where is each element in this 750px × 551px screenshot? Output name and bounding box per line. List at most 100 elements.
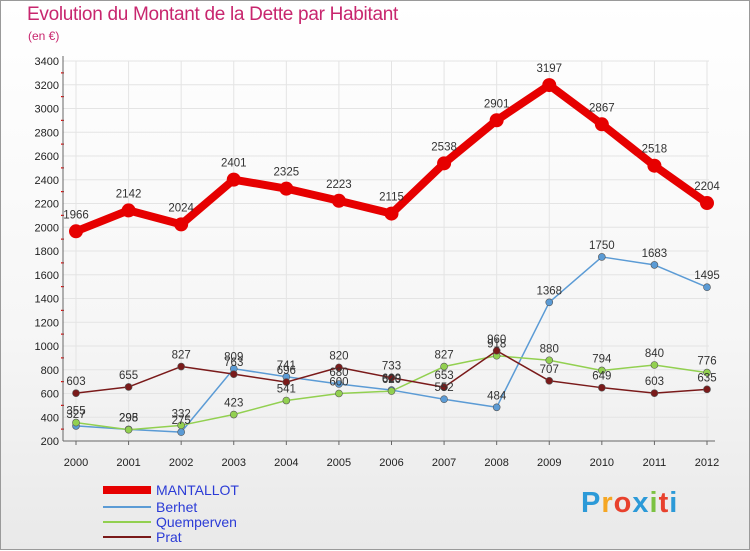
y-tick-label: 3000 xyxy=(35,104,59,116)
data-point xyxy=(647,158,662,173)
data-point xyxy=(384,206,399,221)
y-tick-label: 3200 xyxy=(35,80,59,92)
x-tick-label: 2005 xyxy=(327,457,351,469)
y-tick-label: 2800 xyxy=(35,127,59,139)
data-label: 2538 xyxy=(431,141,457,153)
y-tick-label: 2000 xyxy=(35,222,59,234)
data-label: 1750 xyxy=(589,240,615,252)
logo-letter: o xyxy=(613,487,633,519)
data-point xyxy=(440,383,448,392)
data-label: 880 xyxy=(540,343,559,355)
logo-letter: i xyxy=(669,487,679,519)
data-label: 2223 xyxy=(326,179,352,191)
data-point xyxy=(545,356,554,365)
data-point xyxy=(650,261,659,269)
data-label: 541 xyxy=(277,384,296,396)
y-tick-label: 1600 xyxy=(35,270,59,282)
data-point xyxy=(703,368,711,377)
x-tick-label: 2004 xyxy=(274,457,298,469)
data-label: 655 xyxy=(119,370,138,382)
data-label: 1495 xyxy=(694,270,720,282)
y-tick-label: 2400 xyxy=(35,175,59,187)
data-label: 707 xyxy=(540,364,559,376)
data-point xyxy=(177,421,185,430)
y-tick-label: 200 xyxy=(41,436,59,448)
data-label: 827 xyxy=(172,350,191,362)
data-label: 2115 xyxy=(379,192,404,204)
data-point xyxy=(440,395,448,404)
data-point xyxy=(229,370,238,378)
data-label: 332 xyxy=(172,408,191,420)
data-point xyxy=(279,181,294,196)
data-label: 600 xyxy=(329,377,348,389)
legend-label-berhet: Berhet xyxy=(156,499,197,515)
x-tick-label: 2002 xyxy=(169,457,193,469)
data-point xyxy=(598,253,606,261)
data-label: 653 xyxy=(434,370,453,382)
data-label: 960 xyxy=(487,334,506,346)
data-label: 2024 xyxy=(168,202,194,214)
x-tick-label: 2001 xyxy=(116,457,140,469)
data-label: 840 xyxy=(645,348,664,360)
data-label: 603 xyxy=(66,376,85,388)
chart-subtitle: (en €) xyxy=(28,29,60,43)
data-point xyxy=(489,113,504,128)
x-tick-label: 2009 xyxy=(537,457,561,469)
data-label: 741 xyxy=(277,360,296,372)
data-point xyxy=(650,361,659,369)
y-tick-label: 400 xyxy=(41,412,59,424)
data-label: 2204 xyxy=(694,181,720,193)
data-point xyxy=(387,373,396,382)
data-point xyxy=(72,418,80,427)
data-point xyxy=(72,389,80,397)
data-label: 484 xyxy=(487,390,507,402)
data-point xyxy=(650,389,659,397)
data-point xyxy=(335,389,343,398)
data-point xyxy=(542,78,557,93)
logo-letter: x xyxy=(632,487,650,519)
data-label: 298 xyxy=(119,412,138,424)
data-point xyxy=(594,117,609,132)
legend-label-quemperven: Quemperven xyxy=(156,514,237,530)
proxiti-logo: Proxiti xyxy=(581,487,678,520)
logo-letter: i xyxy=(649,487,659,519)
data-label: 629 xyxy=(382,373,401,385)
y-tick-label: 1400 xyxy=(35,294,59,306)
x-tick-label: 2000 xyxy=(64,457,88,469)
data-label: 3197 xyxy=(536,63,562,75)
y-tick-label: 1200 xyxy=(35,317,59,329)
data-label: 827 xyxy=(434,350,453,362)
data-point xyxy=(124,425,133,434)
x-tick-label: 2007 xyxy=(432,457,456,469)
data-label: 295 xyxy=(119,413,138,425)
legend-label-prat: Prat xyxy=(156,529,182,545)
data-label: 2901 xyxy=(484,98,510,110)
data-point xyxy=(703,283,711,292)
logo-letter: r xyxy=(601,487,614,519)
y-tick-label: 1000 xyxy=(35,341,59,353)
data-point xyxy=(174,217,189,232)
data-label: 355 xyxy=(66,406,85,418)
y-tick-label: 3400 xyxy=(35,56,59,68)
data-label: 1683 xyxy=(642,248,668,260)
data-point xyxy=(492,346,501,355)
data-label: 2518 xyxy=(642,144,668,156)
data-point xyxy=(440,362,448,371)
data-point xyxy=(335,380,343,388)
data-point xyxy=(598,383,606,392)
data-label: 275 xyxy=(172,415,191,427)
data-label: 327 xyxy=(66,409,85,421)
x-tick-label: 2010 xyxy=(590,457,614,469)
y-tick-label: 600 xyxy=(41,389,59,401)
data-point xyxy=(437,156,452,171)
data-point xyxy=(492,403,501,412)
data-label: 1368 xyxy=(536,285,562,297)
data-label: 2401 xyxy=(221,158,247,170)
data-label: 696 xyxy=(277,365,296,377)
data-label: 809 xyxy=(224,352,243,364)
data-point xyxy=(598,366,606,375)
data-label: 423 xyxy=(224,398,243,410)
data-point xyxy=(700,196,714,211)
